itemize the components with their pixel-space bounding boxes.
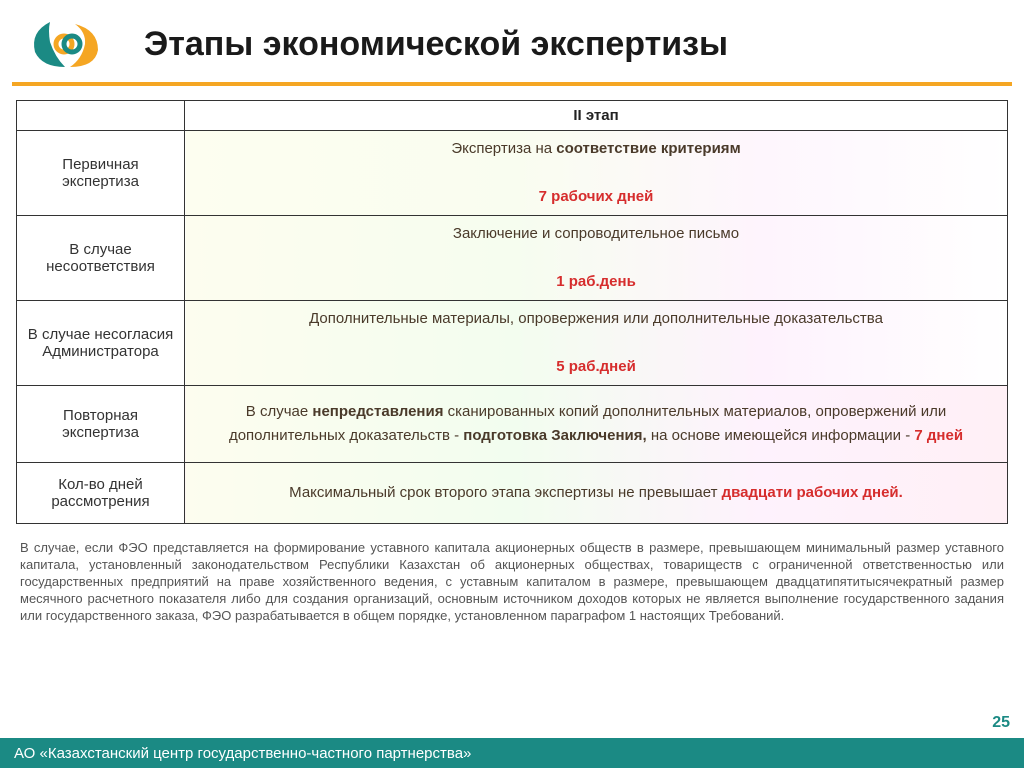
row-desc: Заключение и сопроводительное письмо 1 р… xyxy=(185,216,1008,301)
row-label: Первичная экспертиза xyxy=(17,131,185,216)
logo xyxy=(20,12,120,76)
footer-text: АО «Казахстанский центр государственно-ч… xyxy=(14,745,471,762)
text-bold: соответствие критериям xyxy=(556,140,740,157)
footer: АО «Казахстанский центр государственно-ч… xyxy=(0,738,1024,768)
text: В случае xyxy=(246,403,313,420)
row-label: Повторная экспертиза xyxy=(17,386,185,463)
duration: 7 рабочих дней xyxy=(539,188,654,205)
text: Экспертиза на xyxy=(451,140,556,157)
header: Этапы экономической экспертизы xyxy=(0,0,1024,82)
empty-corner xyxy=(17,101,185,131)
divider xyxy=(12,82,1012,86)
text-bold: подготовка Заключения, xyxy=(463,427,646,444)
duration: двадцати рабочих дней. xyxy=(722,484,903,501)
text: Максимальный срок второго этапа эксперти… xyxy=(289,484,721,501)
duration: 5 раб.дней xyxy=(556,358,636,375)
duration: 1 раб.день xyxy=(556,273,636,290)
duration: 7 дней xyxy=(914,427,963,444)
row-desc: Экспертиза на соответствие критериям 7 р… xyxy=(185,131,1008,216)
page-number: 25 xyxy=(992,714,1010,732)
row-label: В случае несоответствия xyxy=(17,216,185,301)
text: Дополнительные материалы, опровержения и… xyxy=(309,310,883,327)
stage-header: II этап xyxy=(185,101,1008,131)
page-title: Этапы экономической экспертизы xyxy=(144,25,728,64)
text: Заключение и сопроводительное письмо xyxy=(453,225,739,242)
row-desc: Дополнительные материалы, опровержения и… xyxy=(185,301,1008,386)
text-bold: непредставления xyxy=(312,403,443,420)
row-label: В случае несогласия Администратора xyxy=(17,301,185,386)
stages-table: II этап Первичная экспертиза Экспертиза … xyxy=(16,100,1008,524)
row-label: Кол-во дней рассмотрения xyxy=(17,463,185,524)
text: на основе имеющейся информации - xyxy=(647,427,915,444)
row-desc: Максимальный срок второго этапа эксперти… xyxy=(185,463,1008,524)
row-desc: В случае непредставления сканированных к… xyxy=(185,386,1008,463)
footnote: В случае, если ФЭО представляется на фор… xyxy=(20,540,1004,624)
